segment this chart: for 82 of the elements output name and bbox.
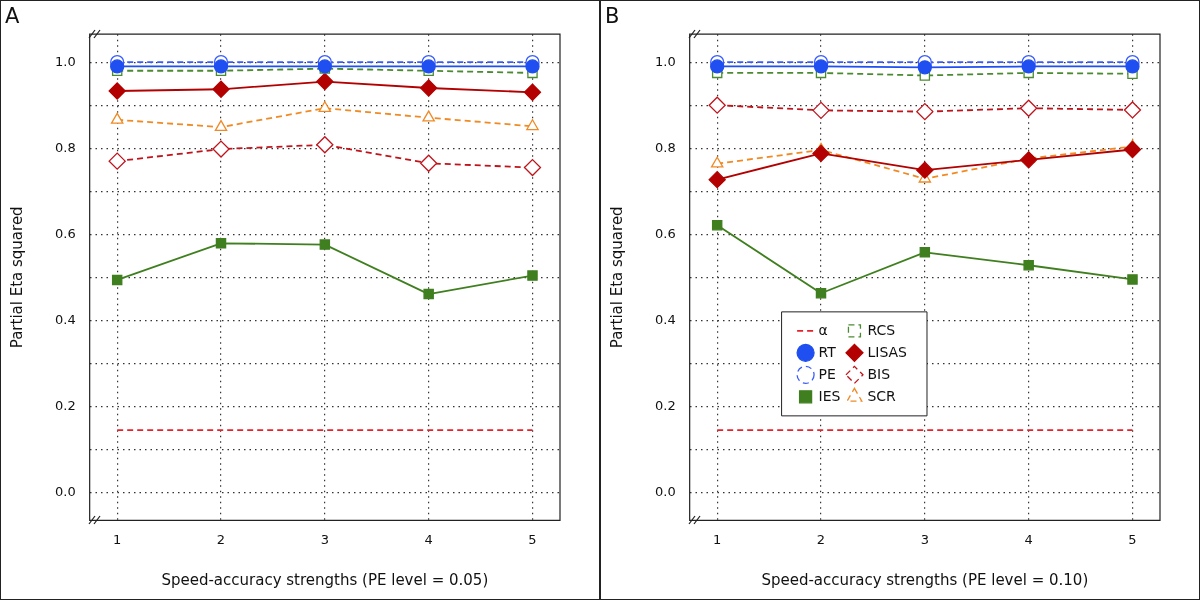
y-tick-label: 0.8 xyxy=(654,139,676,155)
point xyxy=(527,270,538,281)
y-tick-label: 0.2 xyxy=(54,397,76,413)
y-tick-label: 1.0 xyxy=(54,53,76,69)
x-tick-label: 5 xyxy=(1128,531,1137,547)
point xyxy=(318,101,332,113)
point xyxy=(1023,260,1034,271)
point xyxy=(916,161,934,179)
point xyxy=(214,119,228,132)
x-tick-label: 1 xyxy=(713,531,722,547)
y-tick-label: 0.0 xyxy=(54,483,76,499)
chart-title: B xyxy=(605,4,620,29)
point xyxy=(812,144,830,163)
x-tick-label: 5 xyxy=(528,531,537,547)
point xyxy=(526,119,539,131)
point xyxy=(917,60,932,75)
legend-label: BIS xyxy=(867,365,891,382)
point xyxy=(215,238,227,249)
point xyxy=(316,72,334,91)
chart-title: A xyxy=(5,4,20,29)
x-tick-label: 2 xyxy=(816,531,826,547)
y-tick-label: 0.4 xyxy=(654,311,676,327)
point xyxy=(422,110,435,122)
point xyxy=(523,83,542,101)
point xyxy=(710,156,724,168)
legend-label: IES xyxy=(818,387,841,404)
point xyxy=(1127,274,1138,285)
x-axis-title: Speed-accuracy strengths (PE level = 0.05) xyxy=(161,570,489,589)
point xyxy=(919,247,931,258)
point xyxy=(423,288,434,300)
point xyxy=(708,96,726,114)
x-tick-label: 4 xyxy=(424,531,433,547)
point xyxy=(711,219,723,231)
point xyxy=(420,79,438,97)
point xyxy=(916,103,934,121)
point xyxy=(815,287,827,299)
y-axis-title: Partial Eta squared xyxy=(607,206,626,349)
point xyxy=(213,59,229,74)
point xyxy=(1123,140,1142,159)
legend-label: SCR xyxy=(867,387,897,404)
y-tick-label: 0.0 xyxy=(654,483,676,499)
point xyxy=(420,154,438,172)
y-tick-label: 0.4 xyxy=(54,311,76,327)
point xyxy=(523,158,542,177)
x-axis-title: Speed-accuracy strengths (PE level = 0.10) xyxy=(761,570,1089,589)
y-tick-label: 0.2 xyxy=(654,397,676,413)
x-tick-label: 3 xyxy=(920,531,929,547)
point xyxy=(1123,101,1142,119)
point xyxy=(212,80,230,98)
legend-label: LISAS xyxy=(867,343,908,360)
y-tick-label: 0.6 xyxy=(54,225,76,241)
point xyxy=(111,274,123,286)
point xyxy=(813,59,829,74)
x-tick-label: 1 xyxy=(113,531,122,547)
point xyxy=(1020,151,1038,169)
y-tick-label: 0.8 xyxy=(54,139,76,155)
y-tick-label: 1.0 xyxy=(654,53,676,69)
legend-label: PE xyxy=(818,365,836,382)
point xyxy=(212,140,230,158)
x-tick-label: 4 xyxy=(1024,531,1033,547)
legend-label: RT xyxy=(818,343,837,360)
point xyxy=(1125,59,1140,74)
point xyxy=(710,59,725,74)
legend-label: α xyxy=(818,321,828,338)
point xyxy=(316,136,334,154)
point xyxy=(525,59,540,74)
x-tick-label: 3 xyxy=(320,531,329,547)
point xyxy=(421,59,436,74)
point xyxy=(110,112,124,124)
x-tick-label: 2 xyxy=(216,531,226,547)
point xyxy=(317,59,332,74)
point xyxy=(812,101,830,120)
point xyxy=(319,239,331,250)
y-tick-label: 0.6 xyxy=(654,225,676,241)
y-axis-title: Partial Eta squared xyxy=(7,206,26,349)
point xyxy=(108,82,126,100)
point xyxy=(108,152,126,170)
legend-label: RCS xyxy=(867,321,896,338)
point xyxy=(110,59,125,74)
point xyxy=(708,170,726,189)
point xyxy=(1020,99,1038,117)
point xyxy=(1021,59,1036,74)
